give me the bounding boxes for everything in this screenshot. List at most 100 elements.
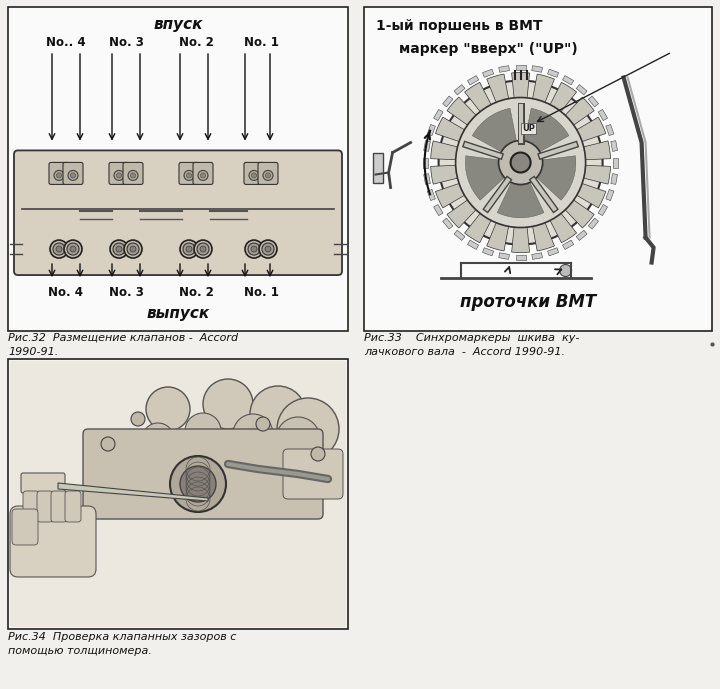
Text: No. 4: No. 4 — [48, 286, 84, 298]
Text: UP: UP — [522, 124, 535, 133]
Circle shape — [233, 414, 273, 454]
FancyBboxPatch shape — [179, 163, 199, 185]
Circle shape — [67, 243, 79, 255]
Circle shape — [130, 173, 135, 178]
Wedge shape — [472, 108, 516, 152]
Circle shape — [101, 437, 115, 451]
Circle shape — [130, 246, 136, 252]
Text: проточки ВМТ: проточки ВМТ — [460, 293, 596, 311]
Wedge shape — [521, 74, 554, 163]
Text: выпуск: выпуск — [146, 306, 210, 321]
Circle shape — [184, 170, 194, 181]
Text: 1-ый поршень в ВМТ: 1-ый поршень в ВМТ — [376, 19, 542, 33]
FancyBboxPatch shape — [244, 163, 264, 185]
Bar — [443, 96, 453, 107]
Bar — [588, 218, 598, 229]
Wedge shape — [521, 163, 594, 228]
Wedge shape — [447, 163, 521, 228]
Circle shape — [54, 170, 64, 181]
Circle shape — [50, 240, 68, 258]
Bar — [499, 253, 510, 259]
Bar — [547, 248, 559, 256]
Bar — [423, 174, 431, 185]
Text: No. 3: No. 3 — [109, 37, 143, 50]
Circle shape — [131, 412, 145, 426]
Bar — [598, 110, 608, 121]
Circle shape — [113, 243, 125, 255]
Circle shape — [56, 173, 61, 178]
FancyBboxPatch shape — [49, 163, 69, 185]
Bar — [443, 218, 453, 229]
FancyBboxPatch shape — [23, 491, 39, 522]
FancyBboxPatch shape — [193, 163, 213, 185]
Wedge shape — [447, 97, 521, 163]
Circle shape — [117, 173, 122, 178]
Wedge shape — [512, 163, 530, 253]
Text: No. 2: No. 2 — [179, 286, 213, 298]
Circle shape — [128, 170, 138, 181]
FancyBboxPatch shape — [63, 163, 83, 185]
FancyBboxPatch shape — [51, 491, 67, 522]
Wedge shape — [464, 163, 521, 243]
Bar — [613, 158, 618, 167]
Bar — [606, 125, 614, 136]
Bar — [588, 96, 598, 107]
Text: впуск: впуск — [153, 17, 203, 32]
Circle shape — [251, 246, 257, 252]
Bar — [364, 7, 712, 331]
Bar — [532, 65, 542, 72]
Circle shape — [559, 265, 572, 276]
Circle shape — [68, 170, 78, 181]
Circle shape — [250, 386, 306, 442]
Circle shape — [262, 243, 274, 255]
Text: Рис.34  Проверка клапанных зазоров с
помощью толщиномера.: Рис.34 Проверка клапанных зазоров с помо… — [8, 632, 236, 656]
Circle shape — [249, 170, 259, 181]
Circle shape — [510, 152, 531, 172]
Wedge shape — [521, 163, 577, 243]
Circle shape — [203, 379, 253, 429]
Polygon shape — [58, 483, 208, 501]
Bar — [454, 85, 465, 95]
Circle shape — [456, 98, 585, 227]
Wedge shape — [512, 72, 530, 163]
Wedge shape — [487, 74, 521, 163]
FancyBboxPatch shape — [123, 163, 143, 185]
FancyBboxPatch shape — [37, 491, 53, 522]
Text: маркер "вверх" ("UP"): маркер "вверх" ("UP") — [399, 42, 577, 56]
Wedge shape — [521, 141, 611, 163]
Circle shape — [142, 423, 174, 455]
Text: No. 3: No. 3 — [109, 286, 143, 298]
Text: No. 1: No. 1 — [243, 37, 279, 50]
Circle shape — [180, 240, 198, 258]
Bar — [516, 65, 526, 70]
Wedge shape — [436, 163, 521, 208]
Circle shape — [251, 173, 256, 178]
Bar — [606, 189, 614, 200]
Bar — [427, 189, 436, 200]
Circle shape — [256, 417, 270, 431]
Circle shape — [259, 240, 277, 258]
Circle shape — [71, 173, 76, 178]
Bar — [562, 76, 574, 85]
Wedge shape — [521, 117, 606, 163]
Circle shape — [311, 447, 325, 461]
Circle shape — [183, 243, 195, 255]
Wedge shape — [431, 163, 521, 184]
Wedge shape — [521, 82, 577, 163]
Circle shape — [124, 240, 142, 258]
Bar — [427, 125, 436, 136]
Bar — [467, 240, 479, 249]
FancyBboxPatch shape — [283, 449, 343, 499]
Bar — [8, 359, 348, 629]
FancyBboxPatch shape — [21, 473, 65, 493]
Circle shape — [245, 240, 263, 258]
FancyBboxPatch shape — [10, 361, 346, 627]
Circle shape — [186, 246, 192, 252]
FancyBboxPatch shape — [14, 150, 342, 275]
Circle shape — [200, 173, 205, 178]
Circle shape — [180, 466, 216, 502]
Bar — [611, 141, 618, 152]
Bar — [373, 152, 382, 183]
Circle shape — [56, 246, 62, 252]
Text: Рис.33    Синхромаркеры  шкива  ку-
лачкового вала  -  Accord 1990-91.: Рис.33 Синхромаркеры шкива ку- лачкового… — [364, 333, 580, 357]
